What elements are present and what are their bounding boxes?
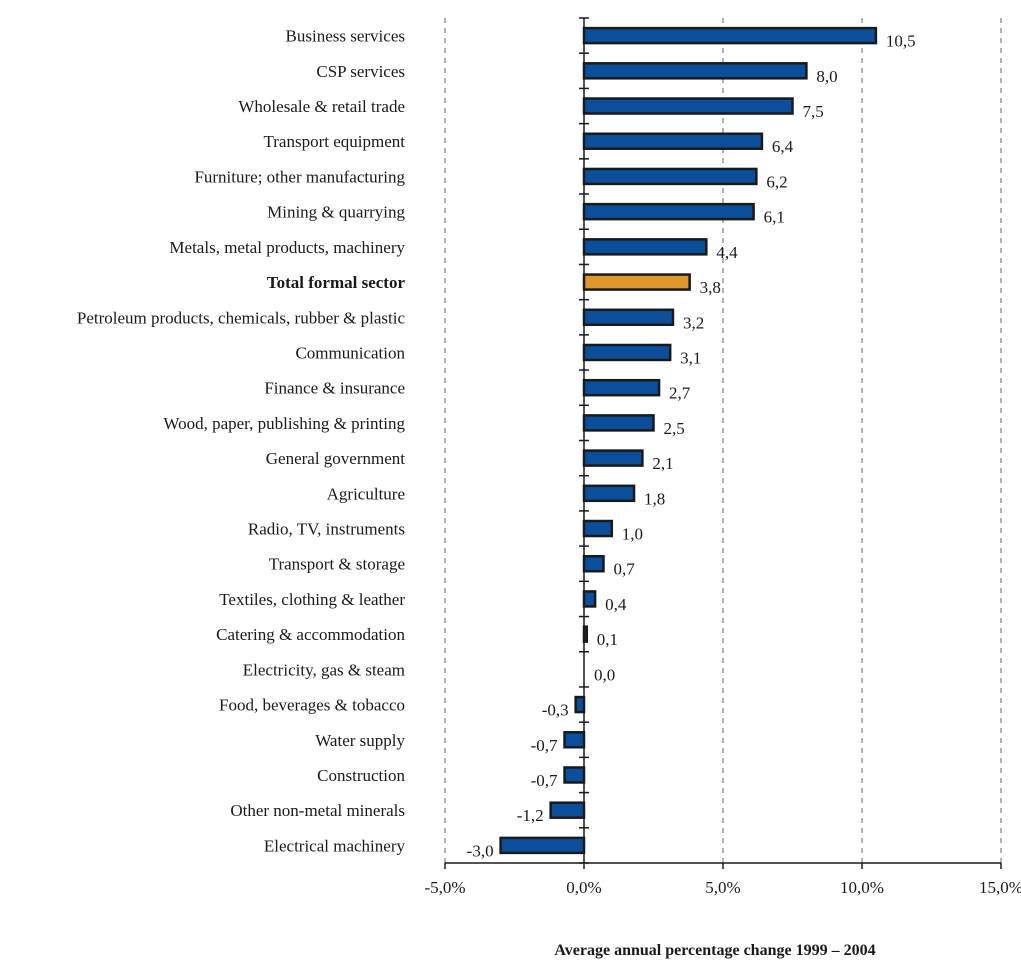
axes-group (444, 17, 1002, 869)
data-label: -0,7 (531, 736, 558, 755)
category-label: Wholesale & retail trade (238, 97, 405, 116)
data-label: 6,1 (764, 208, 785, 227)
bar (574, 695, 586, 714)
category-label: CSP services (316, 62, 405, 81)
bar (582, 167, 758, 186)
bar (582, 519, 614, 538)
x-tick-label: 0,0% (566, 878, 601, 897)
category-labels: Business services CSP services Wholesale &… (77, 27, 406, 856)
data-label: 2,1 (652, 454, 673, 473)
category-label: Catering & accommodation (216, 625, 405, 644)
data-label: 8,0 (816, 67, 837, 86)
bar (582, 590, 597, 608)
data-label: 2,5 (664, 419, 685, 438)
data-label: 3,1 (680, 348, 701, 367)
category-label: Wood, paper, publishing & printing (163, 414, 405, 433)
category-label: Communication (295, 343, 405, 362)
bar (582, 273, 691, 291)
bar (582, 132, 764, 150)
category-label: Agriculture (327, 484, 405, 503)
x-axis-title: Average annual percentage change 1999 – … (554, 942, 875, 959)
category-label: Electrical machinery (264, 836, 406, 855)
bar (582, 449, 644, 467)
x-tick-label: 15,0% (979, 878, 1021, 897)
data-label: 0,4 (605, 595, 627, 614)
data-label: 0,1 (597, 630, 618, 649)
category-label: Electricity, gas & steam (243, 660, 405, 679)
category-label: Total formal sector (267, 273, 406, 292)
bar (582, 343, 672, 362)
category-label: General government (266, 449, 406, 468)
data-label: 0,0 (594, 665, 615, 684)
x-tick-label: 5,0% (705, 878, 740, 897)
data-label: -1,2 (517, 806, 544, 825)
data-label: 3,8 (700, 278, 721, 297)
data-label: 1,0 (622, 525, 643, 544)
bar (563, 731, 586, 749)
data-label: 1,8 (644, 489, 665, 508)
grid-lines (444, 18, 1002, 863)
category-label: Metals, metal products, machinery (169, 238, 405, 257)
bars-group (499, 26, 878, 855)
data-label: 7,5 (803, 102, 824, 121)
category-label: Radio, TV, instruments (248, 520, 405, 539)
category-label: Food, beverages & tobacco (219, 696, 405, 715)
category-label: Mining & quarrying (267, 203, 405, 222)
x-tick-label: 10,0% (840, 878, 884, 897)
data-label: 4,4 (716, 243, 738, 262)
bar (582, 202, 755, 221)
data-label: 2,7 (669, 384, 691, 403)
bar (582, 484, 636, 503)
category-label: Furniture; other manufacturing (194, 167, 405, 186)
bar (582, 97, 794, 115)
data-label: -0,7 (531, 771, 558, 790)
category-label: Business services (286, 27, 405, 46)
category-label: Construction (317, 766, 405, 785)
data-label: 6,2 (766, 172, 787, 191)
category-label: Finance & insurance (264, 379, 405, 398)
bar (582, 238, 708, 256)
bar (582, 378, 661, 397)
data-label: -3,0 (467, 841, 494, 860)
data-label: -0,3 (542, 701, 569, 720)
category-label: Petroleum products, chemicals, rubber & … (77, 308, 406, 327)
category-label: Textiles, clothing & leather (219, 590, 405, 609)
bar (582, 414, 655, 432)
category-label: Transport & storage (269, 555, 405, 574)
data-label: 10,5 (886, 32, 916, 51)
x-tick-label: -5,0% (424, 878, 465, 897)
bar (499, 836, 586, 855)
bar (582, 308, 675, 327)
x-tick-labels: -5,0% 0,0% 5,0% 10,0% 15,0% (424, 878, 1021, 897)
data-label: 3,2 (683, 313, 704, 332)
data-label: 0,7 (613, 560, 635, 579)
category-label: Transport equipment (263, 132, 405, 151)
bar (563, 766, 586, 784)
bar (582, 26, 878, 45)
category-label: Other non-metal minerals (230, 801, 405, 820)
bar (582, 62, 808, 80)
data-label: 6,4 (772, 137, 794, 156)
value-labels: 10,5 8,0 7,5 6,4 6,2 6,1 4,4 3,8 3,2 3,1 2,7 2,5 2,1… (467, 32, 916, 861)
category-label: Water supply (315, 731, 405, 750)
bar (549, 801, 586, 819)
bar (582, 554, 605, 573)
